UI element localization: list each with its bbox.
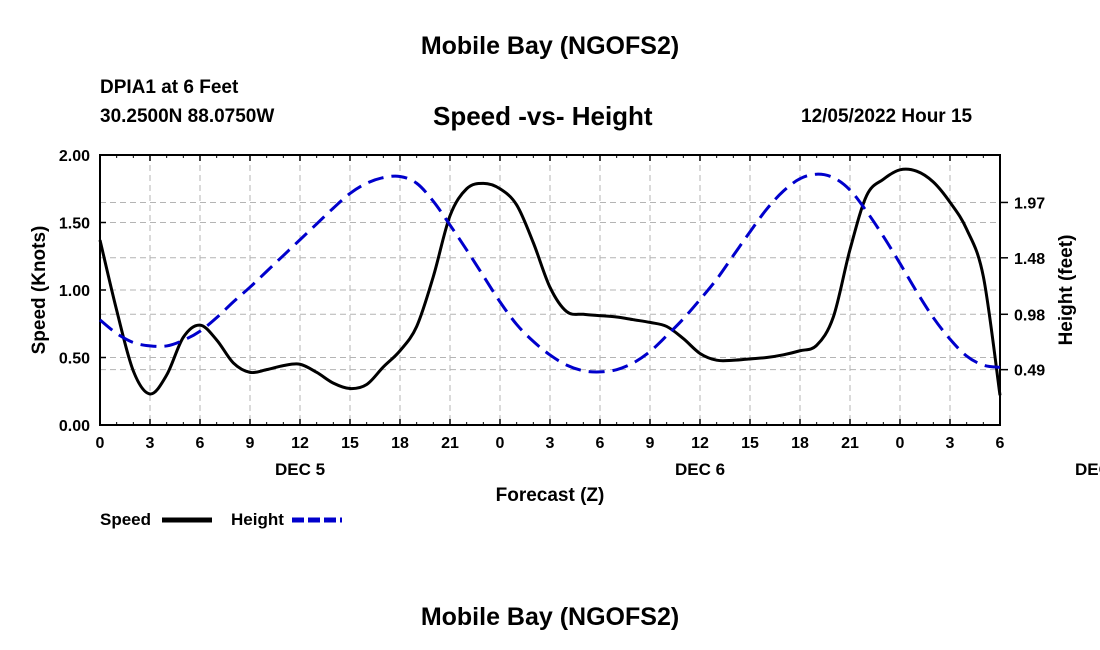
forecast-datetime: 12/05/2022 Hour 15 xyxy=(801,106,973,127)
legend-label-height: Height xyxy=(231,510,284,529)
y-tick-label: 1.50 xyxy=(59,216,90,233)
series-line-height xyxy=(99,172,1001,374)
y-tick-label: 0.50 xyxy=(59,351,90,368)
x-tick-label: 6 xyxy=(996,435,1005,452)
x-tick-label: 21 xyxy=(441,435,459,452)
x-tick-label: 12 xyxy=(291,435,309,452)
x-tick-label: 9 xyxy=(646,435,655,452)
x-tick-label: 21 xyxy=(841,435,859,452)
x-tick-label: 18 xyxy=(391,435,409,452)
legend-label-speed: Speed xyxy=(100,510,151,529)
footer-title: Mobile Bay (NGOFS2) xyxy=(420,603,680,631)
y2-tick-label: 1.48 xyxy=(1014,251,1045,268)
y2-tick-label: 1.97 xyxy=(1014,195,1045,212)
x-day-label: DEC 7 xyxy=(1075,460,1100,479)
x-day-label: DEC 6 xyxy=(675,460,725,479)
series-line-speed xyxy=(98,167,1002,396)
y2-tick-label: 0.49 xyxy=(1014,363,1045,380)
x-tick-label: 18 xyxy=(791,435,809,452)
y-tick-label: 0.00 xyxy=(59,418,90,435)
chart-subtitle: Speed -vs- Height xyxy=(433,101,653,131)
x-tick-label: 3 xyxy=(946,435,955,452)
station-label: DPIA1 at 6 Feet xyxy=(100,77,239,98)
x-tick-label: 12 xyxy=(691,435,709,452)
x-tick-label: 6 xyxy=(596,435,605,452)
y2-axis-title: Height (feet) xyxy=(1056,235,1077,346)
x-tick-label: 15 xyxy=(341,435,359,452)
x-tick-label: 3 xyxy=(546,435,555,452)
y2-tick-label: 0.98 xyxy=(1014,307,1045,324)
x-tick-label: 0 xyxy=(496,435,505,452)
x-tick-label: 9 xyxy=(246,435,255,452)
plot-frame xyxy=(99,154,1001,426)
station-coordinates: 30.2500N 88.0750W xyxy=(100,106,275,127)
y-axis-title: Speed (Knots) xyxy=(29,226,50,355)
y-tick-label: 1.00 xyxy=(59,283,90,300)
x-tick-label: 0 xyxy=(896,435,905,452)
y-tick-label: 2.00 xyxy=(59,148,90,165)
x-day-label: DEC 5 xyxy=(275,460,325,479)
x-axis-title: Forecast (Z) xyxy=(496,485,605,506)
chart-title: Mobile Bay (NGOFS2) xyxy=(420,32,680,60)
x-tick-label: 15 xyxy=(741,435,759,452)
x-tick-label: 3 xyxy=(146,435,155,452)
x-tick-label: 6 xyxy=(196,435,205,452)
x-tick-label: 0 xyxy=(96,435,105,452)
